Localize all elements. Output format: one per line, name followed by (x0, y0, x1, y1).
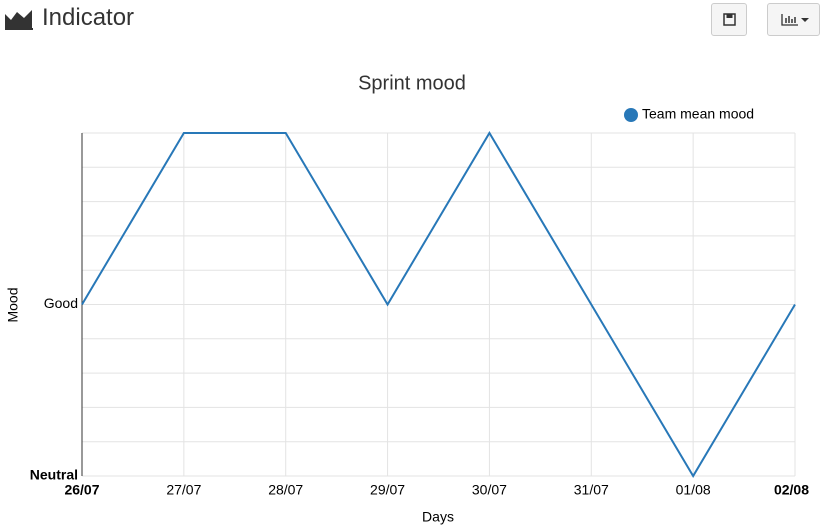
x-tick-label: 01/08 (676, 482, 711, 498)
header-title: Indicator (42, 4, 135, 31)
save-icon (723, 13, 736, 26)
chart-title: Sprint mood (358, 72, 466, 94)
x-tick-label: 27/07 (166, 482, 201, 498)
legend-label: Team mean mood (642, 106, 754, 122)
y-tick-label: Neutral (30, 467, 78, 483)
y-tick-label: Good (44, 295, 78, 311)
header: Indicator (4, 4, 134, 32)
x-tick-label: 30/07 (472, 482, 507, 498)
chart-type-dropdown[interactable] (767, 3, 820, 36)
area-icon (5, 10, 33, 30)
x-tick-label: 28/07 (268, 482, 303, 498)
x-tick-label: 02/08 (774, 482, 809, 498)
x-tick-label: 31/07 (574, 482, 609, 498)
save-button[interactable] (711, 3, 747, 36)
x-axis-label: Days (422, 509, 454, 525)
legend-marker (624, 108, 638, 122)
x-tick-label: 26/07 (64, 482, 99, 498)
x-tick-label: 29/07 (370, 482, 405, 498)
data-line (81, 131, 796, 478)
y-axis-label: Mood (5, 287, 21, 322)
chart-icon (781, 14, 809, 26)
